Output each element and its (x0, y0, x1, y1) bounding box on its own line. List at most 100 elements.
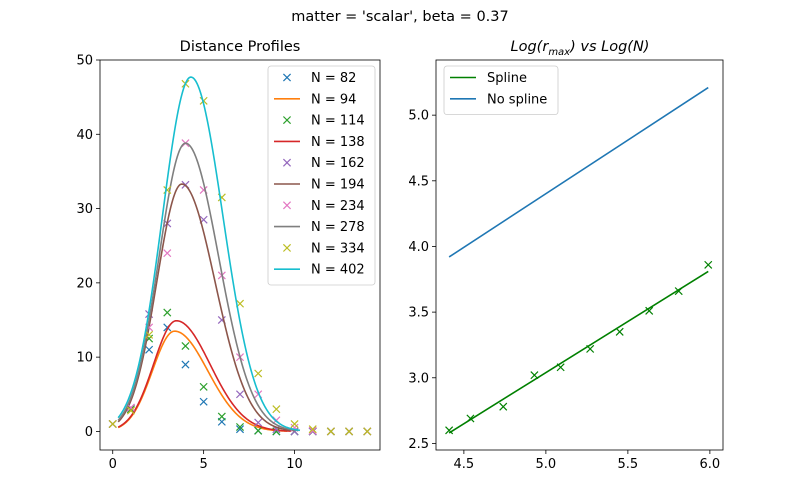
profiles-legend-marker (282, 158, 292, 167)
profile-line (117, 142, 299, 432)
profiles-ytick-label: 50 (76, 54, 93, 69)
profile-marker (235, 390, 245, 399)
profiles-legend-label: N = 402 (311, 263, 365, 278)
profiles-ytick-label: 40 (76, 128, 93, 143)
profile-marker (181, 341, 190, 351)
profile-marker-stroke (145, 330, 154, 339)
profiles-xtick-label: 5 (199, 457, 207, 472)
profile-marker (235, 422, 245, 431)
profiles-legend-label: N = 94 (311, 92, 356, 107)
loglog-axes-frame (435, 59, 724, 451)
profiles-legend-label: N = 334 (311, 241, 365, 256)
profiles-ytick-label: 0 (85, 425, 93, 440)
profile-marker-stroke (126, 403, 135, 412)
profile-marker-stroke (217, 315, 226, 325)
profile-marker-stroke (254, 418, 263, 427)
profile-marker-stroke (108, 419, 117, 429)
loglog-ytick-label: 5.0 (408, 109, 429, 124)
loglog-plot-area (445, 86, 713, 435)
profiles-legend-label: N = 278 (311, 220, 365, 235)
profiles-legend-marker-stroke (282, 201, 292, 210)
profile-line (117, 183, 295, 432)
profile-marker-stroke (126, 406, 135, 415)
loglog-xtick-label: 4.5 (454, 457, 475, 472)
profiles-ytick-label: 10 (76, 351, 93, 366)
profile-marker (199, 382, 208, 391)
profiles-legend-marker (282, 201, 292, 210)
profile-marker-stroke (126, 405, 135, 414)
profile-marker-stroke (254, 390, 263, 399)
distance-profiles-title: Distance Profiles (180, 39, 301, 55)
profiles-legend-box (267, 65, 376, 286)
profile-marker (217, 412, 226, 421)
profile-marker-stroke (326, 427, 335, 436)
profiles-legend-marker (282, 116, 292, 125)
profile-marker-stroke (290, 419, 299, 429)
loglog-line (448, 86, 709, 258)
profiles-legend-label: N = 138 (311, 135, 365, 150)
loglog-marker (586, 344, 595, 353)
loglog-legend: Spline No spline (443, 65, 559, 115)
profile-marker-stroke (217, 412, 226, 421)
profile-marker-stroke (235, 390, 245, 399)
profile-marker (363, 427, 372, 436)
profile-marker-stroke (254, 426, 263, 435)
profiles-legend-label: N = 82 (311, 71, 356, 86)
log-log-title: Log(rmax) vs Log(N) (511, 39, 650, 58)
loglog-marker (445, 426, 454, 435)
profiles-legend: N = 82 N = 94 N = 114 N = 138 N = 162 N = 194… (267, 65, 376, 286)
loglog-marker (530, 371, 539, 380)
loglog-marker-stroke (466, 414, 475, 423)
loglog-legend-label: No spline (487, 92, 547, 107)
profile-marker-stroke (181, 341, 190, 351)
loglog-marker (704, 260, 713, 269)
profile-marker-stroke (181, 360, 190, 369)
profile-marker (345, 427, 354, 436)
profiles-legend-marker (282, 243, 292, 252)
profile-marker-stroke (254, 369, 263, 378)
profiles-legend-marker-stroke (282, 158, 292, 167)
log-log-panel: Log(rmax) vs Log(N) 4.5 5.0 5.5 6.0 2.5 3.0 3.… (408, 39, 724, 472)
log-log-title-part: r (542, 39, 549, 55)
profiles-xtick-label: 10 (286, 457, 303, 472)
profiles-legend-marker-stroke (282, 243, 292, 252)
loglog-legend-label: Spline (487, 71, 527, 86)
profile-marker (272, 405, 281, 414)
profile-marker-stroke (217, 193, 226, 202)
log-log-title-part: Log( (511, 39, 544, 55)
loglog-marker-stroke (615, 327, 624, 336)
profiles-legend-label: N = 234 (311, 199, 365, 214)
profile-marker-stroke (199, 382, 208, 391)
profile-marker (108, 419, 117, 429)
profile-marker-stroke (308, 426, 317, 435)
loglog-xtick-label: 6.0 (700, 457, 721, 472)
loglog-ytick-label: 3.0 (408, 371, 429, 386)
profile-marker (163, 249, 172, 258)
loglog-marker-stroke (704, 260, 713, 269)
profile-marker (145, 330, 154, 339)
figure-suptitle: matter = 'scalar', beta = 0.37 (291, 9, 508, 25)
loglog-marker (615, 327, 624, 336)
profile-line (117, 76, 301, 432)
profile-marker (254, 418, 263, 427)
profile-marker-stroke (308, 425, 317, 434)
loglog-marker (674, 287, 683, 296)
profile-marker-stroke (272, 427, 281, 436)
loglog-marker (499, 402, 508, 411)
profiles-legend-label: N = 194 (311, 178, 365, 193)
loglog-ytick-label: 3.5 (408, 306, 429, 321)
loglog-marker-stroke (586, 344, 595, 353)
loglog-marker-stroke (556, 363, 565, 372)
loglog-marker-stroke (645, 306, 654, 315)
profile-marker-stroke (163, 308, 172, 317)
profile-marker-stroke (290, 427, 299, 436)
profile-marker (326, 427, 335, 436)
profile-marker-stroke (199, 185, 208, 195)
profile-marker (308, 425, 317, 434)
profile-marker (163, 308, 172, 317)
profile-marker-stroke (363, 427, 372, 436)
profile-marker (254, 426, 263, 435)
